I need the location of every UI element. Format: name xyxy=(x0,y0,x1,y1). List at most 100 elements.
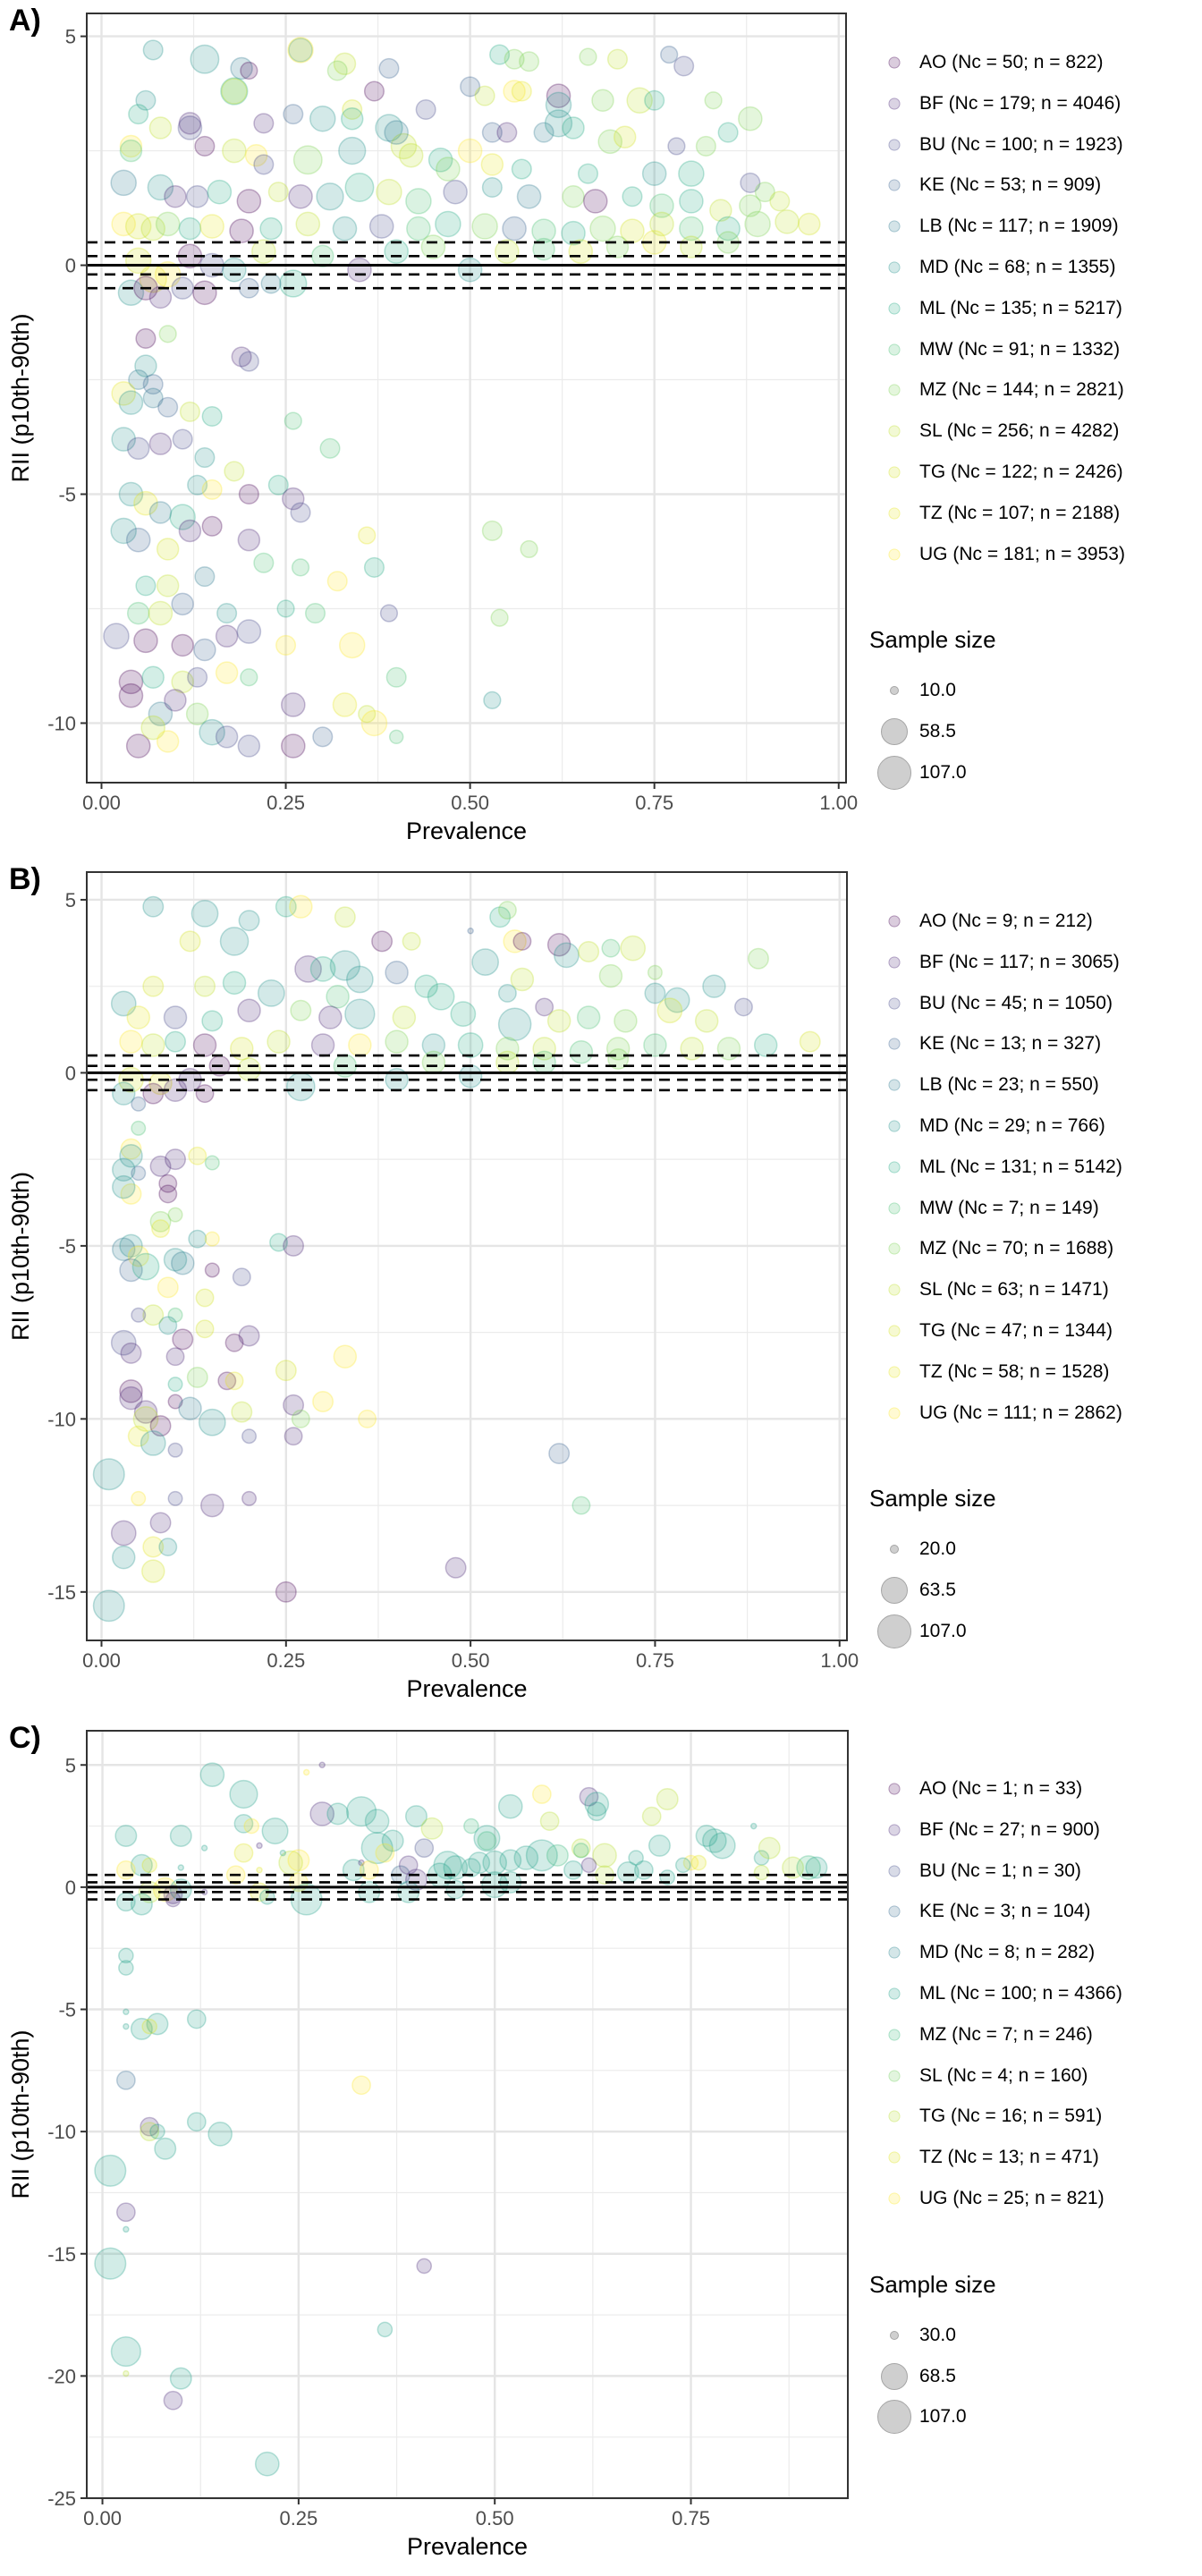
data-point xyxy=(318,1761,326,1769)
x-axis-title: Prevalence xyxy=(406,1675,527,1702)
legend-dot-icon xyxy=(888,302,901,315)
data-point xyxy=(348,1033,372,1057)
size-legend-item: 20.0 xyxy=(876,1531,956,1567)
data-point xyxy=(375,114,403,142)
legend-item-tz: TZ (Nc = 13; n = 471) xyxy=(876,2140,1099,2175)
y-tick-label: 0 xyxy=(65,255,76,277)
data-point xyxy=(708,1832,736,1860)
legend-item-ke: KE (Nc = 13; n = 327) xyxy=(876,1026,1101,1062)
data-point xyxy=(167,1207,183,1223)
data-point xyxy=(656,1788,679,1810)
legend-key xyxy=(876,250,912,285)
legend-item-tg: TG (Nc = 122; n = 2426) xyxy=(876,454,1123,490)
data-point xyxy=(135,89,157,111)
data-point xyxy=(495,239,520,264)
data-point xyxy=(92,1589,125,1623)
data-point xyxy=(167,1442,183,1458)
legend-key xyxy=(876,755,912,791)
legend-item-ml: ML (Nc = 131; n = 5142) xyxy=(876,1149,1122,1185)
legend-item-ug: UG (Nc = 25; n = 821) xyxy=(876,2181,1105,2216)
data-point xyxy=(148,432,173,455)
data-point xyxy=(471,213,498,240)
legend-item-sl: SL (Nc = 256; n = 4282) xyxy=(876,413,1119,449)
data-point xyxy=(468,1852,491,1875)
data-point xyxy=(238,483,259,505)
data-point xyxy=(125,733,151,758)
data-point xyxy=(128,369,149,391)
data-point xyxy=(200,1844,208,1852)
data-point xyxy=(576,1005,601,1030)
data-point xyxy=(188,1146,207,1165)
x-tick-label: 0.50 xyxy=(452,1649,490,1672)
size-legend-title: Sample size xyxy=(869,1485,996,1513)
data-point xyxy=(236,189,262,214)
size-circle-icon xyxy=(877,756,911,790)
data-point xyxy=(644,89,665,111)
legend-key xyxy=(876,903,912,939)
legend-dot-icon xyxy=(888,2192,901,2205)
data-point xyxy=(463,1818,479,1835)
data-point xyxy=(358,1859,365,1867)
data-point xyxy=(577,163,599,184)
data-point xyxy=(385,666,407,688)
legend-dot-icon xyxy=(888,139,901,151)
data-point xyxy=(754,182,775,203)
legend-key xyxy=(876,1614,912,1649)
data-point xyxy=(312,1391,334,1412)
data-point xyxy=(363,80,385,102)
data-point xyxy=(769,191,791,212)
data-point xyxy=(532,237,555,261)
y-tick-label: -15 xyxy=(47,2243,76,2266)
size-legend-label: 68.5 xyxy=(919,2365,956,2386)
legend-item-tz: TZ (Nc = 58; n = 1528) xyxy=(876,1354,1109,1390)
data-point xyxy=(351,2075,371,2096)
data-point xyxy=(702,1828,727,1853)
data-point xyxy=(340,106,364,131)
data-point xyxy=(656,997,683,1024)
data-point xyxy=(649,211,674,237)
scatter-plot-c: 0.00 0.25 0.50 0.75 5 0 -5 -10 -15 -20 -25 Prevalen… xyxy=(7,1730,849,2560)
data-point xyxy=(694,1009,719,1033)
size-circle-icon xyxy=(890,2330,899,2340)
data-point xyxy=(177,1864,185,1871)
data-point xyxy=(471,948,500,976)
x-tick-label: 0.00 xyxy=(82,1649,121,1672)
data-point xyxy=(124,213,152,240)
data-point xyxy=(584,1792,610,1817)
data-point xyxy=(110,990,137,1017)
panel-label: A) xyxy=(9,4,41,38)
size-legend-title: Sample size xyxy=(869,2270,996,2298)
data-point xyxy=(591,89,614,113)
legend-dot-icon xyxy=(888,2151,901,2164)
legend-key xyxy=(876,1812,912,1848)
data-point xyxy=(204,1155,220,1171)
data-point xyxy=(427,148,453,173)
data-point xyxy=(157,1276,179,1299)
legend-label: TG (Nc = 122; n = 2426) xyxy=(919,462,1123,482)
data-point xyxy=(667,137,686,156)
data-point xyxy=(535,997,554,1017)
scatter-plot-b: 0.00 0.25 0.50 0.75 1.00 5 0 -5 -10 -15 Prevalence… xyxy=(7,871,859,1702)
legend-dot-icon xyxy=(888,1038,901,1050)
data-point xyxy=(546,1843,569,1867)
legend-dot-icon xyxy=(888,1242,901,1255)
data-point xyxy=(520,539,538,559)
legend-dot-icon xyxy=(888,1783,901,1795)
data-point xyxy=(233,1813,254,1834)
data-point xyxy=(516,183,542,209)
legend-label: BU (Nc = 45; n = 1050) xyxy=(919,992,1113,1013)
data-point xyxy=(165,1030,187,1053)
data-point xyxy=(149,1415,172,1437)
data-point xyxy=(326,571,348,592)
data-point xyxy=(140,715,165,741)
x-tick-label: 1.00 xyxy=(820,1649,859,1672)
data-point xyxy=(119,134,143,158)
panel-label: B) xyxy=(9,862,41,896)
data-point xyxy=(347,257,372,283)
data-point xyxy=(148,285,173,309)
size-legend-label: 107.0 xyxy=(919,762,967,783)
data-point xyxy=(156,574,180,597)
data-point xyxy=(158,1316,178,1335)
data-point xyxy=(512,931,532,951)
data-point xyxy=(344,998,376,1030)
